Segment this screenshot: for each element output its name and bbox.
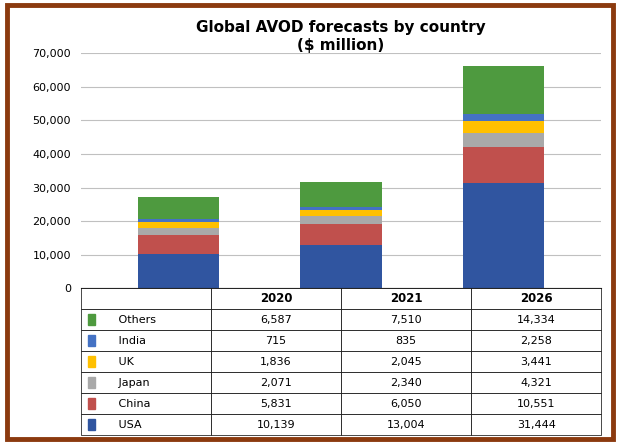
Bar bbox=[463, 121, 544, 133]
Bar bbox=[138, 234, 219, 254]
Bar bbox=[300, 224, 382, 245]
Bar bbox=[300, 207, 382, 210]
Bar bbox=[300, 210, 382, 216]
Bar bbox=[463, 66, 544, 114]
Bar bbox=[138, 197, 219, 219]
Text: Global AVOD forecasts by country: Global AVOD forecasts by country bbox=[196, 20, 486, 35]
Bar bbox=[463, 147, 544, 183]
Bar bbox=[300, 216, 382, 224]
Bar bbox=[463, 114, 544, 121]
Bar bbox=[463, 133, 544, 147]
Bar bbox=[138, 219, 219, 222]
Bar bbox=[463, 183, 544, 288]
Text: ($ million): ($ million) bbox=[298, 38, 384, 53]
Bar bbox=[300, 182, 382, 207]
Bar bbox=[138, 254, 219, 288]
Bar bbox=[138, 228, 219, 234]
Bar bbox=[300, 245, 382, 288]
Bar bbox=[138, 222, 219, 228]
